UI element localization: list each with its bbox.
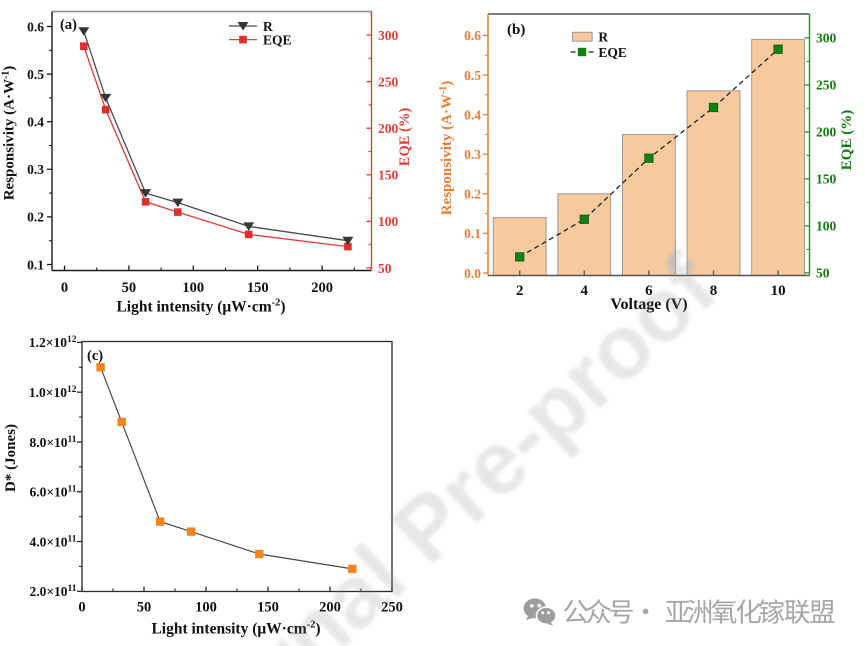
svg-text:6: 6 [645, 283, 653, 299]
svg-text:4: 4 [581, 283, 589, 299]
svg-text:EQE: EQE [263, 33, 292, 48]
svg-text:8: 8 [710, 283, 718, 299]
svg-text:Light intensity (μW·cm-2): Light intensity (μW·cm-2) [151, 620, 320, 638]
svg-text:0.0: 0.0 [464, 266, 481, 281]
svg-text:EQE (%): EQE (%) [839, 110, 855, 170]
svg-text:0.6: 0.6 [464, 28, 481, 43]
svg-text:(b): (b) [507, 22, 525, 38]
svg-text:Responsivity (A·W-1): Responsivity (A·W-1) [438, 81, 455, 216]
svg-text:1.2×1012: 1.2×1012 [29, 335, 77, 350]
svg-text:Voltage (V): Voltage (V) [610, 296, 687, 313]
svg-text:300: 300 [816, 31, 837, 46]
svg-text:100: 100 [195, 600, 217, 616]
svg-text:0.1: 0.1 [464, 226, 481, 241]
svg-text:EQE (%): EQE (%) [397, 108, 413, 167]
svg-text:Light intensity (μW·cm-2): Light intensity (μW·cm-2) [116, 298, 285, 316]
svg-text:50: 50 [378, 261, 392, 276]
svg-text:4.0×1011: 4.0×1011 [29, 534, 76, 549]
svg-text:0.5: 0.5 [464, 68, 481, 83]
svg-text:250: 250 [378, 74, 399, 89]
svg-text:200: 200 [319, 600, 341, 616]
svg-text:2: 2 [516, 283, 524, 299]
svg-text:(c): (c) [87, 348, 103, 364]
svg-text:150: 150 [257, 600, 279, 616]
svg-text:0.2: 0.2 [464, 187, 481, 202]
svg-text:2.0×1011: 2.0×1011 [29, 584, 76, 599]
svg-text:0.6: 0.6 [27, 19, 44, 34]
svg-text:150: 150 [247, 280, 269, 296]
svg-text:0: 0 [78, 600, 85, 616]
svg-text:6.0×1011: 6.0×1011 [29, 485, 76, 500]
svg-text:EQE: EQE [598, 45, 627, 60]
svg-text:0.3: 0.3 [464, 147, 481, 162]
svg-text:300: 300 [378, 28, 399, 43]
svg-text:250: 250 [381, 600, 403, 616]
svg-text:8.0×1011: 8.0×1011 [29, 435, 76, 450]
svg-text:Responsivity (A·W-1): Responsivity (A·W-1) [1, 66, 18, 201]
svg-text:0.4: 0.4 [464, 107, 481, 122]
svg-text:100: 100 [378, 214, 399, 229]
svg-text:(a): (a) [60, 17, 77, 33]
svg-text:100: 100 [182, 280, 204, 296]
svg-text:0.1: 0.1 [27, 257, 44, 272]
svg-text:200: 200 [311, 280, 333, 296]
svg-text:50: 50 [122, 280, 137, 296]
svg-text:200: 200 [378, 121, 399, 136]
svg-text:D* (Jones): D* (Jones) [3, 424, 19, 492]
svg-text:R: R [263, 19, 273, 34]
svg-text:0.3: 0.3 [27, 162, 44, 177]
svg-text:200: 200 [816, 125, 837, 140]
svg-text:0.5: 0.5 [27, 67, 44, 82]
svg-text:100: 100 [816, 219, 837, 234]
svg-text:250: 250 [816, 78, 837, 93]
svg-text:150: 150 [816, 172, 837, 187]
svg-text:0.2: 0.2 [27, 210, 44, 225]
svg-text:1.0×1012: 1.0×1012 [29, 385, 77, 400]
svg-text:50: 50 [137, 600, 152, 616]
svg-text:Journal Pre-proof: Journal Pre-proof [120, 235, 735, 646]
svg-text:150: 150 [378, 168, 399, 183]
svg-text:0.4: 0.4 [27, 115, 44, 130]
svg-text:10: 10 [771, 283, 786, 299]
svg-text:R: R [598, 30, 608, 45]
svg-text:50: 50 [816, 266, 830, 281]
svg-text:0: 0 [61, 280, 68, 296]
